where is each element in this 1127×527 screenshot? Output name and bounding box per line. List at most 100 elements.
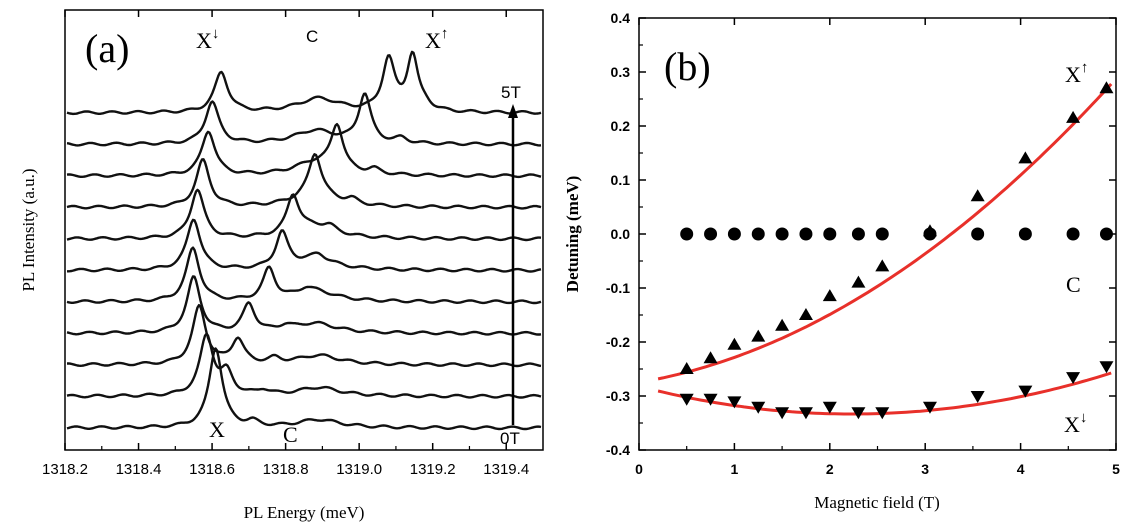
panel-a-label: (a) bbox=[85, 26, 129, 71]
panel-b-x-tick-label: 1 bbox=[731, 461, 739, 477]
series-label-x-up: X↑ bbox=[1065, 60, 1088, 87]
point-x_down bbox=[1018, 385, 1033, 398]
panel-a-x-tick-label: 1318.2 bbox=[42, 461, 88, 478]
point-c bbox=[923, 227, 937, 241]
panel-b-x-tick-label: 0 bbox=[635, 461, 643, 477]
point-x_up bbox=[875, 259, 890, 272]
panel-b-label: (b) bbox=[664, 44, 711, 89]
panel-b-fit-lines bbox=[657, 82, 1113, 416]
panel-b-ticks: 0 1 2 3 4 5 0.4 0.3 0.2 0.1 0.0 -0.1 -0.2 -0.3 -0.4 bbox=[606, 10, 1120, 477]
point-c bbox=[727, 227, 741, 241]
point-c bbox=[1066, 227, 1080, 241]
point-x_up bbox=[851, 275, 866, 288]
point-c bbox=[680, 227, 694, 241]
point-x_down bbox=[703, 393, 718, 406]
panel-a-x-tick-label: 1319.0 bbox=[336, 461, 382, 478]
point-x_up bbox=[1099, 81, 1114, 94]
point-x_down bbox=[751, 401, 766, 414]
panel-a-x-tick-label: 1318.4 bbox=[116, 461, 162, 478]
panel-b-y-axis-title: Detuning (meV) bbox=[563, 176, 582, 293]
panel-a-x-tick-label: 1319.2 bbox=[410, 461, 456, 478]
point-x_up bbox=[727, 337, 742, 350]
field-arrow-head bbox=[508, 104, 518, 118]
point-c bbox=[971, 227, 985, 241]
point-x_down bbox=[970, 391, 985, 403]
panel-b-x-tick-label: 2 bbox=[826, 461, 834, 477]
point-x_down bbox=[922, 401, 937, 414]
spectrum-line bbox=[66, 332, 542, 399]
spectrum-line bbox=[67, 304, 542, 368]
panel-a-x-axis-title: PL Energy (meV) bbox=[244, 503, 365, 522]
field-label-top: 5T bbox=[501, 83, 521, 102]
point-c bbox=[751, 227, 765, 241]
spectrum-line bbox=[66, 275, 542, 336]
point-c bbox=[1099, 227, 1113, 241]
spectrum-line bbox=[66, 246, 542, 305]
peak-label-x-up: X↑ bbox=[425, 26, 448, 53]
point-x_up bbox=[703, 351, 718, 364]
panel-b-y-tick-label: 0.1 bbox=[611, 172, 631, 188]
peak-label-c-top: C bbox=[306, 27, 318, 46]
point-x_down bbox=[727, 396, 742, 409]
panel-b-data-points bbox=[679, 81, 1114, 420]
fit-line-x_up_fit bbox=[657, 82, 1113, 381]
point-c bbox=[823, 227, 837, 241]
point-x_down bbox=[679, 393, 694, 406]
point-c bbox=[875, 227, 889, 241]
point-x_down bbox=[875, 407, 890, 420]
panel-b-y-tick-label: -0.4 bbox=[606, 442, 630, 458]
panel-a-y-axis-title: PL Intensity (a.u.) bbox=[19, 168, 38, 291]
point-x_up bbox=[775, 318, 790, 331]
panel-a-spectra bbox=[66, 50, 542, 431]
point-x_up bbox=[822, 289, 837, 302]
panel-a-x-ticks: 1318.2 1318.4 1318.6 1318.8 1319.0 1319.2 1319… bbox=[42, 10, 529, 478]
spectrum-line bbox=[66, 188, 542, 242]
field-label-bottom: 0T bbox=[500, 429, 520, 448]
peak-label-x-bottom: X bbox=[209, 417, 225, 442]
point-x_down bbox=[851, 407, 866, 420]
panel-a-x-tick-label: 1318.8 bbox=[263, 461, 309, 478]
panel-b-y-tick-label: 0.2 bbox=[611, 118, 631, 134]
point-x_down bbox=[822, 401, 837, 414]
spectrum-line bbox=[66, 92, 542, 147]
point-x_up bbox=[1018, 151, 1033, 164]
panel-b-y-tick-label: 0.3 bbox=[611, 64, 631, 80]
point-c bbox=[775, 227, 789, 241]
point-x_up bbox=[1066, 110, 1081, 123]
spectrum-line bbox=[66, 123, 542, 179]
point-x_down bbox=[798, 407, 813, 420]
panel-a: 1318.2 1318.4 1318.6 1318.8 1319.0 1319.2 1319… bbox=[19, 9, 544, 522]
spectrum-line bbox=[66, 347, 542, 431]
point-x_down bbox=[1099, 361, 1114, 374]
point-c bbox=[704, 227, 718, 241]
point-x_down bbox=[1066, 372, 1081, 385]
panel-b-x-tick-label: 5 bbox=[1112, 461, 1120, 477]
panel-a-frame bbox=[64, 9, 544, 451]
panel-b-y-tick-label: -0.2 bbox=[606, 334, 630, 350]
point-c bbox=[851, 227, 865, 241]
spectrum-line bbox=[66, 50, 542, 116]
panel-b-x-tick-label: 4 bbox=[1017, 461, 1025, 477]
point-x_up bbox=[751, 329, 766, 342]
panel-b-y-tick-label: -0.1 bbox=[606, 280, 630, 296]
series-label-c: C bbox=[1066, 272, 1081, 297]
point-c bbox=[799, 227, 813, 241]
panel-b-y-tick-label: 0.0 bbox=[611, 226, 631, 242]
point-x_up bbox=[679, 362, 694, 374]
panel-b: 0 1 2 3 4 5 0.4 0.3 0.2 0.1 0.0 -0.1 -0.2 -0.3 -0.4 (b… bbox=[563, 10, 1120, 512]
point-x_up bbox=[970, 189, 985, 202]
panel-b-x-axis-title: Magnetic field (T) bbox=[814, 493, 940, 512]
panel-a-x-tick-label: 1319.4 bbox=[483, 461, 529, 478]
series-label-x-down: X↓ bbox=[1064, 410, 1087, 437]
panel-b-y-tick-label: 0.4 bbox=[611, 10, 631, 26]
point-c bbox=[1018, 227, 1032, 241]
panel-b-x-tick-label: 3 bbox=[921, 461, 929, 477]
peak-label-x-down: X↓ bbox=[196, 26, 219, 53]
panel-a-x-tick-label: 1318.6 bbox=[189, 461, 235, 478]
point-x_down bbox=[775, 407, 790, 420]
panel-b-y-tick-label: -0.3 bbox=[606, 388, 630, 404]
point-x_up bbox=[798, 308, 813, 320]
spectrum-line bbox=[66, 153, 542, 210]
spectrum-line bbox=[67, 218, 542, 273]
